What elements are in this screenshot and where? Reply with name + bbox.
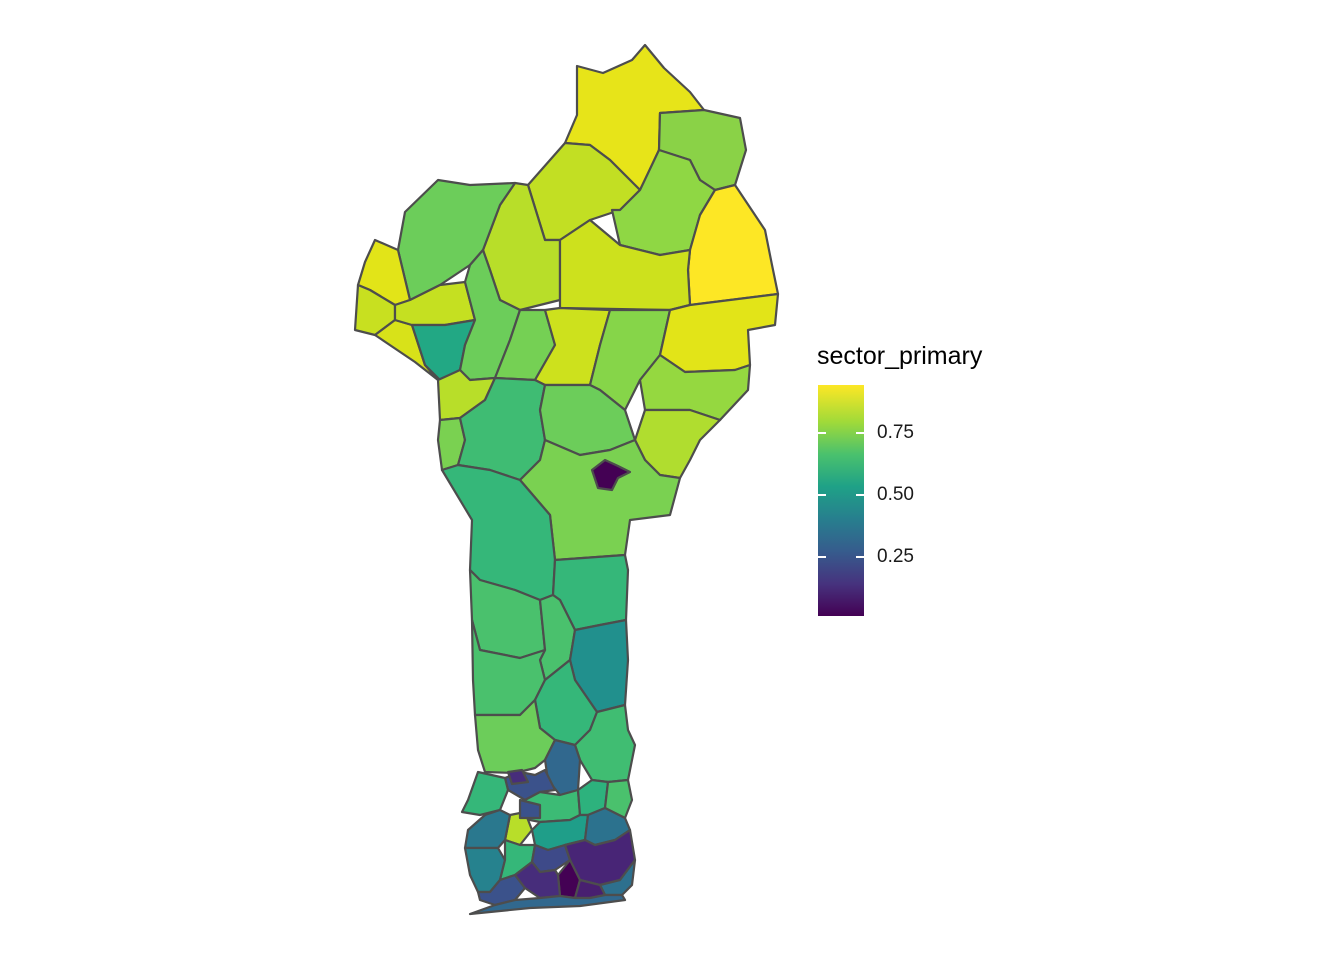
region-south-east-small-b — [603, 778, 634, 820]
legend-tick-label: 0.75 — [877, 422, 914, 443]
region-south-purple-a — [506, 768, 530, 786]
region-south-west-strip — [460, 770, 510, 817]
legend-colorbar — [818, 385, 864, 616]
region-coast-dark-b — [513, 860, 562, 900]
region-urban-dark — [590, 458, 632, 492]
legend-title: sector_primary — [817, 342, 983, 370]
region-coastline — [468, 893, 627, 916]
region-central-north — [558, 218, 692, 312]
region-south-teal-a — [463, 808, 512, 850]
region-south-dark-island — [518, 798, 542, 820]
legend-tick-label: 0.50 — [877, 484, 914, 505]
legend-tick-label: 0.25 — [877, 546, 914, 567]
